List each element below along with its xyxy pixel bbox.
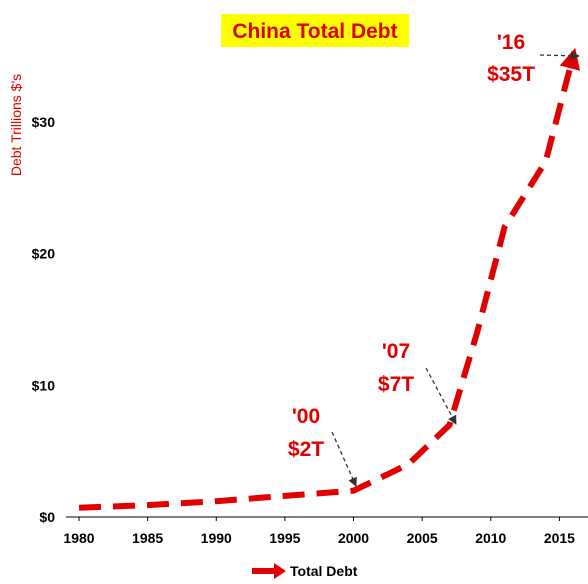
annotation-2007-year: '07 — [382, 340, 410, 363]
annotation-2007-arrow — [425, 367, 457, 425]
x-tick-labels: 1980 1985 1990 1995 2000 2005 2010 2015 — [63, 530, 575, 546]
chart-title: China Total Debt — [232, 20, 397, 43]
x-tick-label: 1985 — [132, 530, 163, 546]
y-tick-label: $10 — [32, 377, 56, 393]
x-tick-label: 1990 — [201, 530, 232, 546]
x-tick-label: 1980 — [63, 530, 94, 546]
annotation-2016-year: '16 — [497, 31, 525, 54]
y-tick-labels: $0 $10 $20 $30 — [32, 114, 56, 525]
x-tick-label: 2010 — [475, 530, 506, 546]
y-tick-label: $30 — [32, 114, 56, 130]
annotation-2000-value: $2T — [288, 438, 324, 461]
legend-arrow-icon — [274, 563, 286, 579]
annotation-2000-arrow — [331, 431, 357, 487]
x-tick-label: 2005 — [407, 530, 438, 546]
x-tick-label: 1995 — [269, 530, 300, 546]
x-tick-label: 2000 — [338, 530, 369, 546]
x-tick-label: 2015 — [544, 530, 575, 546]
y-tick-label: $20 — [32, 246, 56, 262]
y-tick-label: $0 — [39, 509, 55, 525]
x-tick-marks — [78, 517, 560, 521]
legend-label: Total Debt — [290, 563, 358, 579]
title-background — [221, 14, 409, 47]
annotation-2016-value: $35T — [487, 63, 535, 86]
annotation-2016-arrow — [539, 51, 580, 61]
annotation-2007-value: $7T — [378, 373, 414, 396]
y-axis-label: Debt Trillions $'s — [8, 74, 24, 176]
annotation-2000-year: '00 — [292, 405, 320, 428]
total-debt-line — [78, 47, 581, 511]
